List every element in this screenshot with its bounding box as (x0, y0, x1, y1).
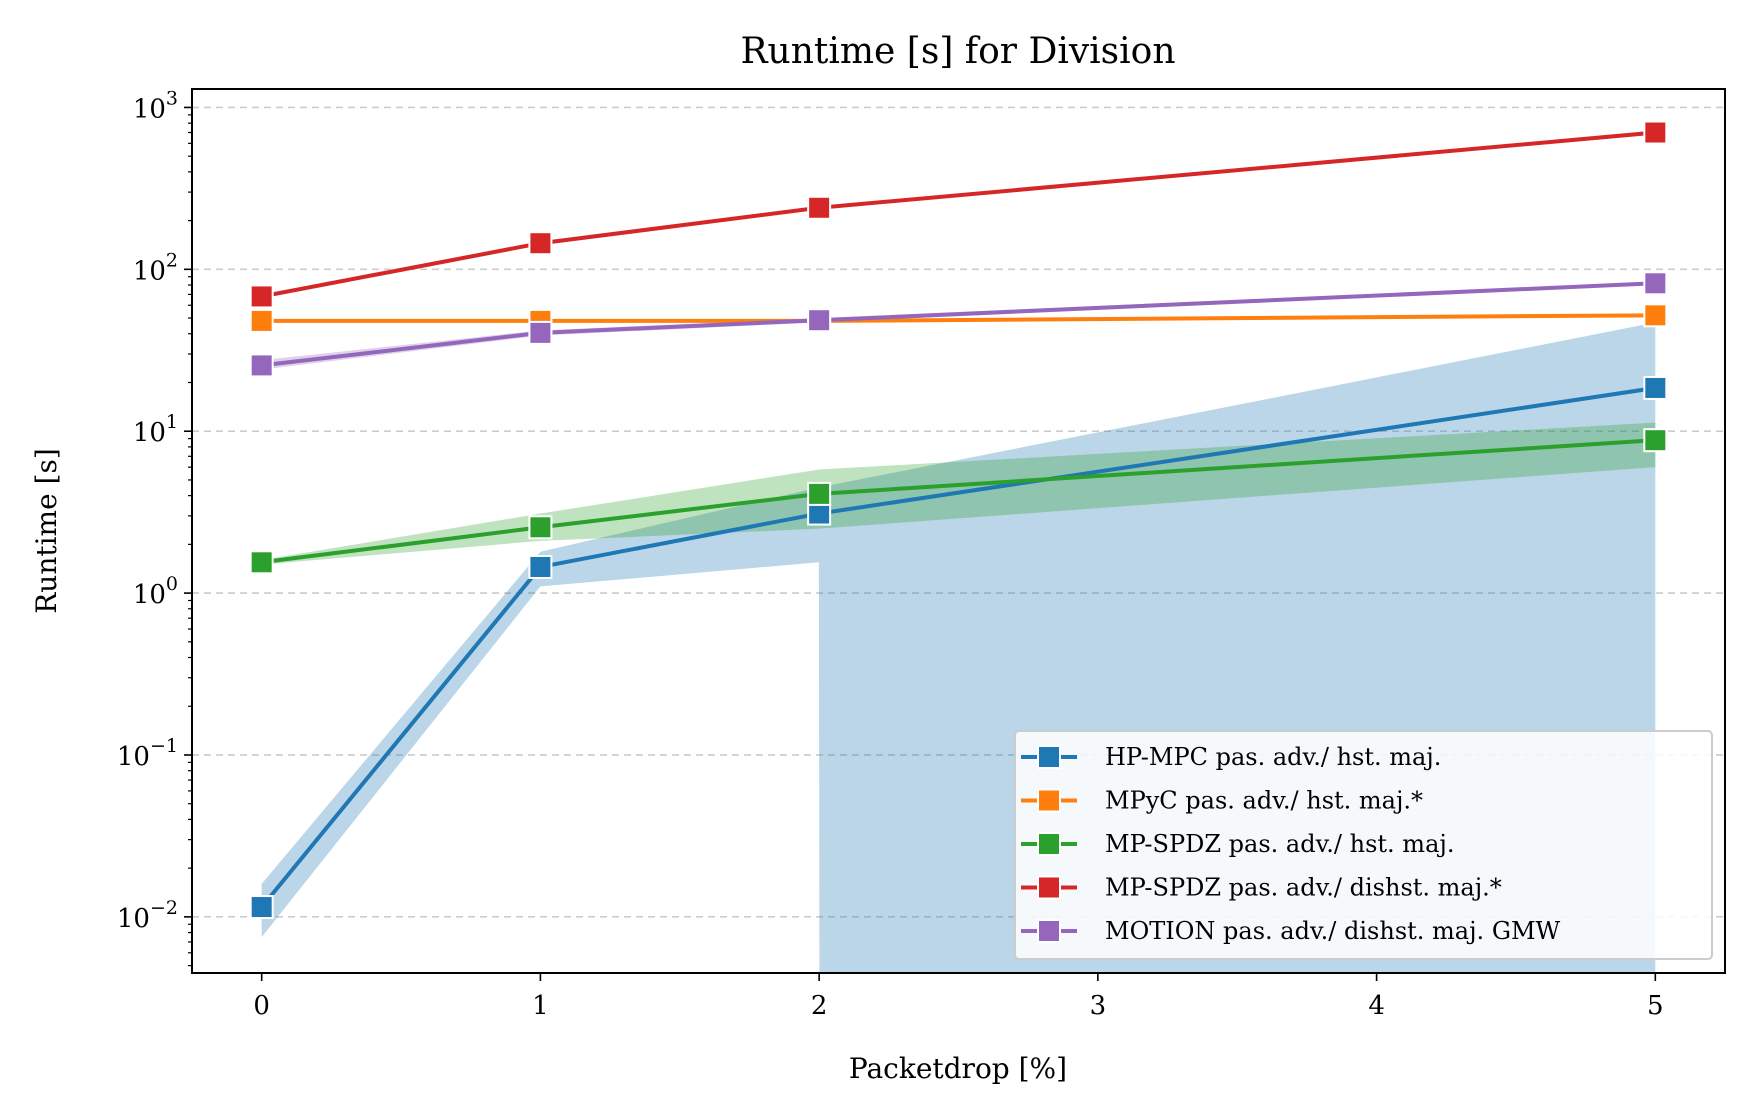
data-point-marker (1643, 428, 1668, 453)
chart-title: Runtime [s] for Division (740, 31, 1175, 72)
legend-marker-swatch (1037, 832, 1061, 856)
legend-label: MP-SPDZ pas. adv./ hst. maj. (1105, 830, 1454, 858)
legend-label: HP-MPC pas. adv./ hst. maj. (1105, 743, 1441, 771)
data-point-marker (528, 320, 553, 345)
series-line (261, 130, 1656, 299)
data-point-marker (1643, 271, 1668, 296)
data-point-marker (528, 554, 553, 579)
y-tick-label: 102 (133, 249, 178, 286)
data-point-marker (249, 284, 274, 309)
legend-entry: MP-SPDZ pas. adv./ hst. maj. (1021, 830, 1454, 858)
data-point-marker (249, 550, 274, 575)
data-point-marker (807, 308, 832, 333)
legend-entry: MPyC pas. adv./ hst. maj.* (1021, 787, 1423, 815)
confidence-band (261, 131, 1656, 299)
legend: HP-MPC pas. adv./ hst. maj. MPyC pas. adv… (1014, 730, 1713, 960)
legend-entry: MP-SPDZ pas. adv./ dishst. maj.* (1021, 874, 1502, 902)
legend-marker-swatch (1037, 788, 1061, 813)
x-axis-label: Packetdrop [%] (849, 1052, 1067, 1085)
series-line (261, 281, 1656, 368)
legend-marker-swatch (1037, 745, 1061, 769)
data-point-marker (807, 195, 832, 220)
x-tick-label: 4 (1368, 991, 1385, 1021)
confidence-band (261, 281, 1656, 370)
series-line (260, 385, 1656, 909)
plot-frame (191, 88, 1726, 974)
legend-entry: MOTION pas. adv./ dishst. maj. GMW (1021, 917, 1561, 945)
data-point-marker (528, 515, 553, 540)
data-point-marker (249, 895, 274, 920)
y-tick-label: 10−2 (117, 897, 178, 934)
y-tick-label: 101 (133, 411, 178, 448)
series-line (261, 438, 1656, 565)
x-tick-label: 2 (811, 991, 828, 1021)
legend-label: MOTION pas. adv./ dishst. maj. GMW (1105, 917, 1561, 945)
legend-marker-swatch (1037, 875, 1061, 900)
legend-marker-swatch (1037, 919, 1061, 943)
series-line (261, 313, 1656, 323)
y-tick-label: 100 (133, 573, 178, 610)
data-point-marker (807, 481, 832, 506)
series-markers (249, 120, 1668, 920)
y-tick-label: 103 (133, 87, 178, 124)
y-axis-ticks: 10−2 10−1 100 101 102 103 (117, 87, 192, 967)
x-tick-label: 0 (253, 991, 270, 1021)
data-point-marker (1643, 303, 1668, 328)
x-tick-label: 1 (532, 991, 549, 1021)
legend-label: MP-SPDZ pas. adv./ dishst. maj.* (1105, 874, 1502, 902)
data-point-marker (1643, 375, 1668, 400)
x-tick-label: 5 (1647, 991, 1664, 1021)
y-tick-label: 10−1 (117, 735, 178, 772)
data-point-marker (528, 231, 553, 256)
data-point-marker (1643, 120, 1668, 145)
legend-entry: HP-MPC pas. adv./ hst. maj. (1021, 743, 1441, 771)
x-tick-label: 3 (1090, 991, 1107, 1021)
x-axis-ticks: 0 1 2 3 4 5 (253, 973, 1664, 1021)
data-point-marker (249, 353, 274, 378)
legend-label: MPyC pas. adv./ hst. maj.* (1105, 787, 1423, 815)
data-point-marker (249, 308, 274, 333)
series-lines (260, 130, 1656, 909)
legend-box (1014, 730, 1713, 960)
y-axis-label: Runtime [s] (30, 448, 63, 614)
